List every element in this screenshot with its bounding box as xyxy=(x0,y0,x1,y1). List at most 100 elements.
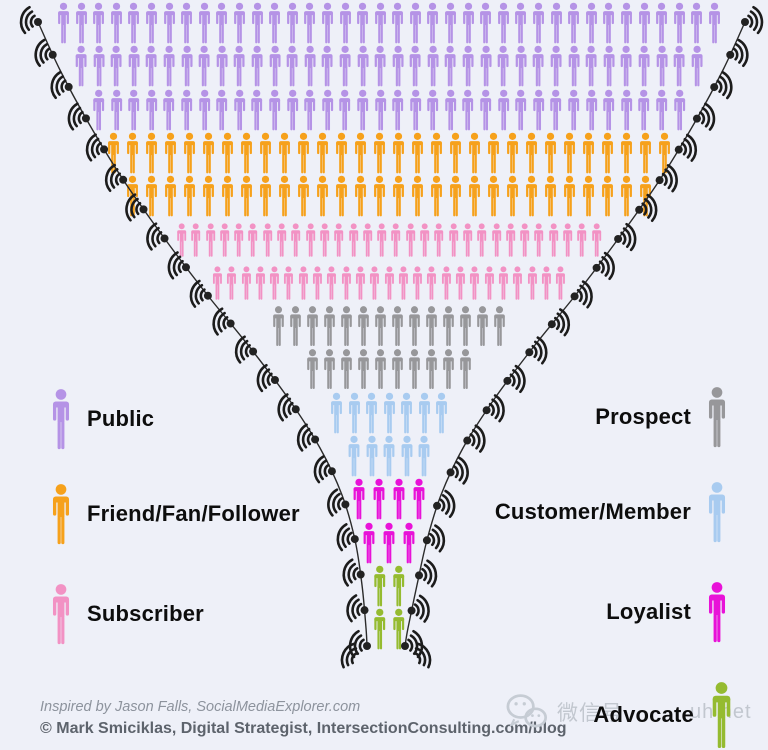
broadcast-waves-icon xyxy=(327,488,344,517)
broadcast-waves-icon xyxy=(413,594,430,623)
signal-node-dot xyxy=(356,570,365,579)
signal-node-dot xyxy=(100,145,109,154)
signal-node-dot xyxy=(160,234,169,243)
person-icon xyxy=(52,389,70,450)
broadcast-waves-icon xyxy=(67,102,84,131)
signal-node-dot xyxy=(119,175,128,184)
broadcast-waves-icon xyxy=(661,164,678,193)
legend-item-public: Public xyxy=(46,387,154,451)
signal-node-dot xyxy=(291,405,300,414)
signal-node-dot xyxy=(401,642,409,650)
legend-item-subscriber: Subscriber xyxy=(46,582,204,646)
signal-node-dot xyxy=(482,406,491,415)
signal-node-dot xyxy=(327,467,336,476)
signal-node-dot xyxy=(547,320,556,329)
credit-inspired-by: Inspired by Jason Falls, SocialMediaExpl… xyxy=(40,699,361,715)
signal-node-dot xyxy=(710,83,719,92)
signal-node-dot xyxy=(446,468,455,477)
broadcast-waves-icon xyxy=(346,594,363,623)
signal-node-dot xyxy=(655,176,664,185)
signal-node-dot xyxy=(139,205,148,214)
broadcast-waves-icon xyxy=(85,133,102,162)
broadcast-waves-icon xyxy=(488,394,505,423)
broadcast-waves-icon xyxy=(234,335,251,364)
broadcast-waves-icon xyxy=(104,163,121,192)
legend-item-loyalist: Loyalist xyxy=(606,580,732,644)
legend-label: Subscriber xyxy=(87,601,204,626)
person-icon xyxy=(708,582,726,643)
broadcast-waves-icon xyxy=(452,456,469,485)
legend-label: Friend/Fan/Follower xyxy=(87,501,300,526)
broadcast-waves-icon xyxy=(313,455,330,484)
person-icon xyxy=(708,387,726,448)
signal-node-dot xyxy=(350,535,359,544)
legend-label: Loyalist xyxy=(606,599,691,624)
legend-label: Customer/Member xyxy=(494,499,691,524)
broadcast-waves-icon xyxy=(19,6,36,35)
broadcast-waves-icon xyxy=(469,424,486,453)
signal-node-dot xyxy=(181,263,190,272)
signal-node-dot xyxy=(203,291,212,300)
broadcast-waves-icon xyxy=(439,489,456,518)
signal-node-dot xyxy=(341,500,350,509)
signal-node-dot xyxy=(614,234,623,243)
broadcast-waves-icon xyxy=(747,6,764,35)
signal-node-dot xyxy=(270,375,279,384)
signal-node-dot xyxy=(592,263,601,272)
broadcast-waves-icon xyxy=(598,251,615,281)
signal-node-dot xyxy=(433,501,442,510)
broadcast-waves-icon xyxy=(509,364,526,394)
broadcast-waves-icon xyxy=(732,38,749,68)
credit-copyright: © Mark Smiciklas, Digital Strategist, In… xyxy=(40,720,567,737)
signal-node-dot xyxy=(525,348,534,357)
legend-item-friend-fan-follower: Friend/Fan/Follower xyxy=(46,482,300,546)
broadcast-waves-icon xyxy=(212,307,229,336)
signal-node-dot xyxy=(407,606,416,615)
signal-node-dot xyxy=(570,292,579,301)
signal-node-dot xyxy=(64,82,73,91)
broadcast-waves-icon xyxy=(256,364,273,393)
broadcast-waves-icon xyxy=(699,102,716,131)
broadcast-waves-icon xyxy=(342,558,359,587)
broadcast-waves-icon xyxy=(554,308,571,337)
broadcast-waves-icon xyxy=(421,559,438,588)
signal-node-dot xyxy=(226,319,235,328)
signal-node-dot xyxy=(34,18,42,26)
broadcast-waves-icon xyxy=(125,193,142,222)
signal-node-dot xyxy=(422,536,431,545)
legend-item-advocate: Advocate xyxy=(593,682,738,749)
person-icon xyxy=(712,682,731,749)
signal-node-dot xyxy=(635,205,644,214)
broadcast-waves-icon xyxy=(146,222,163,251)
broadcast-waves-icon xyxy=(296,423,313,452)
broadcast-waves-icon xyxy=(189,279,206,308)
broadcast-waves-icon xyxy=(641,193,658,222)
person-icon xyxy=(708,482,726,543)
signal-node-dot xyxy=(674,145,683,154)
signal-node-dot xyxy=(249,347,258,356)
broadcast-waves-icon xyxy=(576,280,593,309)
legend-item-prospect: Prospect xyxy=(595,385,732,449)
broadcast-waves-icon xyxy=(429,524,446,553)
signal-node-dot xyxy=(81,114,90,123)
broadcast-waves-icon xyxy=(336,523,353,552)
broadcast-waves-icon xyxy=(620,222,637,252)
person-icon xyxy=(52,484,70,545)
signal-node-dot xyxy=(363,642,371,650)
legend-label: Prospect xyxy=(595,404,691,429)
broadcast-waves-icon xyxy=(716,71,733,100)
watermark-label: 微信号 xyxy=(557,702,623,725)
legend-label: Advocate xyxy=(593,702,694,727)
broadcast-waves-icon xyxy=(277,393,294,422)
broadcast-waves-icon xyxy=(531,336,548,365)
legend-label: Public xyxy=(87,406,155,431)
watermark: 微信号 xyxy=(505,692,623,732)
signal-node-dot xyxy=(360,606,369,615)
broadcast-waves-icon xyxy=(681,133,698,162)
signal-node-dot xyxy=(463,436,472,445)
signal-node-dot xyxy=(503,376,512,385)
signal-node-dot xyxy=(311,435,320,444)
signal-node-dot xyxy=(48,50,57,59)
